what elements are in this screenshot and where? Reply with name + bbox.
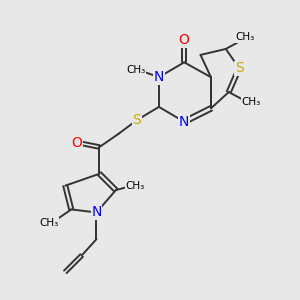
Text: CH₃: CH₃ xyxy=(126,65,146,75)
Text: N: N xyxy=(154,70,164,84)
Text: CH₃: CH₃ xyxy=(242,98,261,107)
Text: S: S xyxy=(132,113,141,127)
Text: N: N xyxy=(91,206,102,219)
Text: CH₃: CH₃ xyxy=(39,218,58,228)
Text: CH₃: CH₃ xyxy=(125,181,145,191)
Text: N: N xyxy=(179,115,189,129)
Text: CH₃: CH₃ xyxy=(236,32,255,42)
Text: O: O xyxy=(179,33,190,47)
Text: S: S xyxy=(235,61,244,75)
Text: O: O xyxy=(72,136,83,150)
